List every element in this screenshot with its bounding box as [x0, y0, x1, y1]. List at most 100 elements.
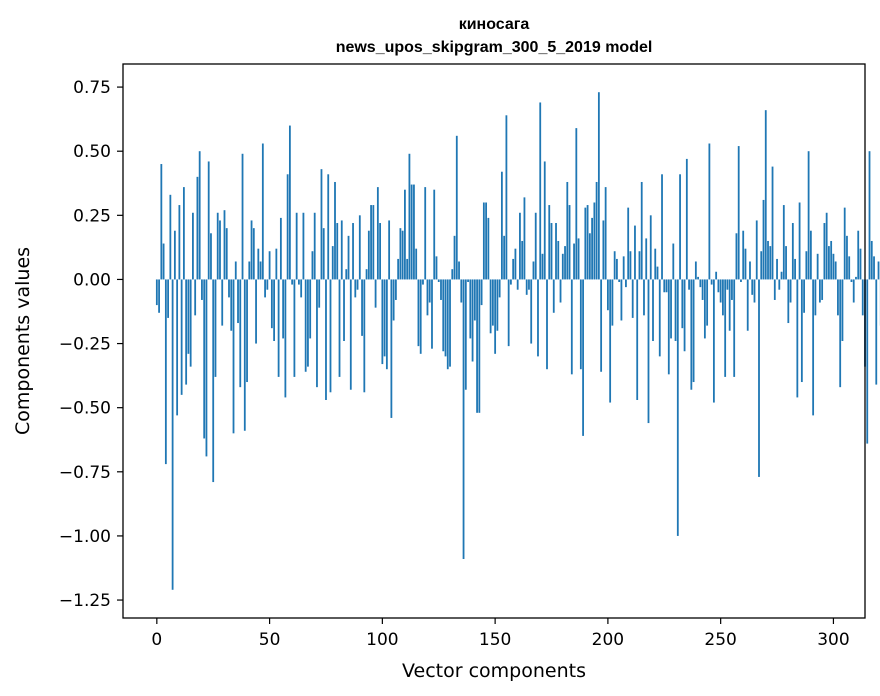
- bar-138: [467, 279, 469, 282]
- bar-172: [543, 161, 546, 280]
- bar-151: [496, 279, 499, 331]
- bar-166: [530, 279, 533, 344]
- bar-175: [550, 223, 553, 280]
- bar-58: [286, 174, 289, 280]
- bar-89: [356, 279, 359, 290]
- bar-315: [866, 279, 869, 444]
- bar-124: [435, 256, 438, 280]
- bar-104: [390, 279, 393, 418]
- bar-66: [304, 279, 307, 372]
- bar-41: [248, 261, 251, 280]
- bar-123: [433, 189, 436, 280]
- bar-9: [176, 279, 179, 416]
- bar-260: [742, 230, 745, 280]
- bar-282: [791, 223, 794, 280]
- bar-140: [471, 279, 474, 362]
- bar-255: [731, 279, 733, 300]
- bar-111: [406, 258, 409, 280]
- bar-201: [609, 279, 612, 403]
- bar-83: [343, 279, 345, 341]
- bar-164: [525, 279, 528, 295]
- y-tick-label: −0.75: [59, 463, 111, 483]
- bar-46: [259, 261, 262, 280]
- bar-88: [354, 279, 357, 298]
- y-tick-label: 0.75: [73, 78, 111, 98]
- bar-217: [645, 238, 648, 280]
- bar-141: [473, 279, 476, 321]
- bar-129: [446, 279, 449, 370]
- bar-14: [187, 279, 190, 354]
- bar-263: [749, 261, 751, 280]
- bar-268: [760, 251, 763, 280]
- bar-75: [325, 279, 327, 400]
- y-tick-label: −1.25: [59, 591, 111, 611]
- bar-200: [606, 279, 609, 311]
- bar-231: [676, 279, 679, 536]
- bar-70: [313, 212, 316, 280]
- x-tick-label: 250: [704, 630, 736, 650]
- bar-137: [464, 279, 467, 390]
- bar-178: [557, 240, 560, 280]
- bar-93: [365, 269, 368, 280]
- bar-264: [751, 279, 754, 295]
- bar-221: [654, 248, 657, 280]
- bar-158: [512, 258, 515, 280]
- bar-319: [875, 279, 878, 385]
- bar-52: [273, 279, 275, 341]
- bar-173: [546, 279, 548, 370]
- bar-186: [575, 128, 578, 280]
- bar-64: [300, 279, 303, 298]
- bar-117: [419, 279, 422, 354]
- bar-295: [821, 279, 824, 300]
- bar-317: [870, 240, 873, 280]
- bar-232: [679, 174, 681, 280]
- plot-frame: [122, 63, 866, 619]
- bar-114: [413, 184, 415, 280]
- bar-57: [284, 279, 287, 398]
- bar-287: [803, 279, 805, 313]
- bar-30: [223, 210, 226, 280]
- bar-107: [397, 258, 400, 280]
- bar-303: [839, 279, 842, 388]
- y-axis-label: Components values: [12, 247, 34, 435]
- bar-197: [600, 279, 603, 372]
- bar-68: [309, 279, 312, 339]
- bar-116: [417, 279, 420, 347]
- bar-174: [548, 205, 551, 280]
- bar-10: [178, 205, 181, 280]
- bar-126: [440, 279, 442, 300]
- bar-226: [665, 279, 668, 293]
- bar-53: [275, 248, 278, 280]
- bar-187: [577, 238, 580, 280]
- bar-276: [778, 279, 781, 290]
- bar-120: [426, 279, 429, 316]
- bar-272: [769, 246, 772, 280]
- bar-280: [787, 279, 790, 324]
- bar-296: [823, 223, 826, 280]
- x-tick-label: 150: [479, 630, 511, 650]
- bar-157: [510, 279, 512, 285]
- bar-154: [503, 235, 506, 280]
- bar-210: [629, 251, 632, 280]
- x-tick-label: 100: [366, 630, 398, 650]
- bar-155: [505, 115, 508, 280]
- y-tick-label: −0.50: [59, 399, 111, 419]
- bar-100: [381, 279, 384, 365]
- bar-185: [573, 243, 575, 280]
- bar-7: [171, 279, 174, 590]
- bar-142: [476, 279, 478, 413]
- bar-180: [561, 253, 564, 280]
- bar-122: [431, 279, 433, 349]
- bar-294: [818, 279, 821, 303]
- bar-298: [828, 246, 830, 280]
- bar-series: [155, 92, 880, 590]
- bar-55: [279, 217, 282, 280]
- bar-285: [798, 202, 801, 280]
- x-tick-label: 0: [151, 630, 162, 650]
- bar-244: [706, 279, 709, 326]
- bar-105: [392, 279, 395, 321]
- bar-51: [270, 279, 273, 329]
- bar-115: [415, 248, 418, 280]
- bar-270: [764, 110, 767, 280]
